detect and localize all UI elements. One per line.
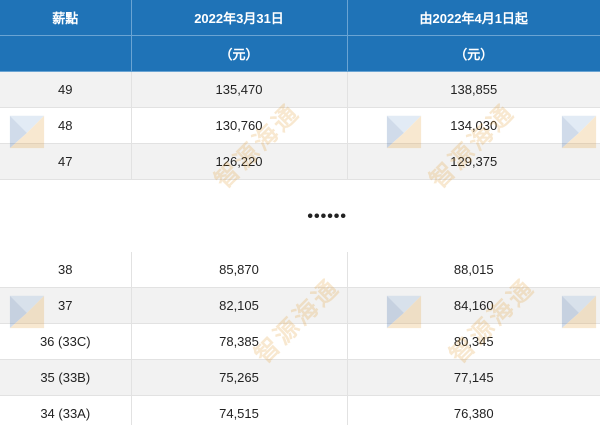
cell-point: 47: [0, 143, 132, 180]
cell-point: 37: [0, 287, 132, 324]
cell-after: 134,030: [347, 107, 600, 144]
ellipsis-blank: [347, 180, 600, 253]
table-row: 37 82,105 84,160: [0, 287, 600, 324]
table-row: 35 (33B) 75,265 77,145: [0, 359, 600, 396]
unit-blank: [0, 35, 132, 72]
cell-point: 35 (33B): [0, 359, 132, 396]
cell-point: 49: [0, 71, 132, 108]
cell-after: 77,145: [347, 359, 600, 396]
cell-before: 135,470: [131, 71, 348, 108]
unit-before: （元）: [131, 35, 348, 72]
cell-after: 84,160: [347, 287, 600, 324]
cell-after: 80,345: [347, 323, 600, 360]
cell-after: 76,380: [347, 395, 600, 425]
header-row: 薪點 2022年3月31日 由2022年4月1日起: [0, 0, 600, 36]
table-row: 36 (33C) 78,385 80,345: [0, 323, 600, 360]
ellipsis-blank: [0, 180, 131, 253]
cell-before: 75,265: [131, 359, 348, 396]
cell-before: 85,870: [131, 252, 348, 288]
table-row: 34 (33A) 74,515 76,380: [0, 395, 600, 425]
cell-point: 48: [0, 107, 132, 144]
unit-row: （元） （元）: [0, 35, 600, 72]
cell-point: 36 (33C): [0, 323, 132, 360]
table-row: 48 130,760 134,030: [0, 107, 600, 144]
header-date-before: 2022年3月31日: [131, 0, 348, 36]
header-salary-point: 薪點: [0, 0, 132, 36]
cell-point: 38: [0, 252, 132, 288]
table-row: 38 85,870 88,015: [0, 252, 600, 288]
cell-before: 130,760: [131, 107, 348, 144]
cell-before: 74,515: [131, 395, 348, 425]
ellipsis-row: ••••••: [0, 180, 600, 253]
table-row: 49 135,470 138,855: [0, 71, 600, 108]
cell-before: 126,220: [131, 143, 348, 180]
cell-after: 129,375: [347, 143, 600, 180]
unit-after: （元）: [347, 35, 600, 72]
table-row: 47 126,220 129,375: [0, 143, 600, 180]
ellipsis-marker: ••••••: [307, 208, 347, 225]
cell-after: 138,855: [347, 71, 600, 108]
cell-before: 78,385: [131, 323, 348, 360]
cell-point: 34 (33A): [0, 395, 132, 425]
header-date-after: 由2022年4月1日起: [347, 0, 600, 36]
cell-after: 88,015: [347, 252, 600, 288]
cell-before: 82,105: [131, 287, 348, 324]
